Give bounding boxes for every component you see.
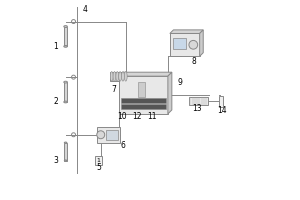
Polygon shape	[170, 30, 203, 33]
Text: 9: 9	[177, 78, 182, 87]
Ellipse shape	[110, 72, 113, 81]
Bar	[119, 76, 168, 114]
Bar	[95, 156, 102, 165]
Text: 8: 8	[191, 57, 196, 66]
Text: 12: 12	[132, 112, 142, 121]
Text: 2: 2	[53, 97, 58, 106]
Text: 1: 1	[97, 158, 101, 163]
Bar	[106, 130, 118, 140]
Text: 6: 6	[121, 141, 126, 150]
Bar	[121, 104, 166, 109]
Circle shape	[97, 131, 105, 139]
Ellipse shape	[113, 72, 116, 81]
Polygon shape	[168, 72, 172, 114]
Bar	[218, 96, 223, 107]
Circle shape	[71, 75, 76, 79]
Polygon shape	[200, 30, 203, 56]
Ellipse shape	[64, 160, 67, 161]
Text: 3: 3	[53, 156, 58, 165]
Ellipse shape	[64, 45, 68, 47]
Ellipse shape	[64, 101, 68, 103]
Text: 11: 11	[147, 112, 157, 121]
Ellipse shape	[64, 26, 68, 27]
Text: 4: 4	[83, 5, 88, 14]
Bar	[189, 97, 208, 105]
Text: 7: 7	[112, 85, 117, 94]
Ellipse shape	[64, 81, 68, 83]
Bar	[170, 33, 200, 56]
Polygon shape	[119, 72, 172, 76]
Ellipse shape	[124, 72, 127, 81]
Bar	[173, 38, 186, 49]
Ellipse shape	[64, 142, 67, 143]
Circle shape	[189, 40, 198, 49]
Text: 5: 5	[96, 163, 101, 172]
Ellipse shape	[122, 72, 124, 81]
Bar	[64, 27, 68, 46]
Bar	[110, 72, 127, 81]
Bar	[138, 82, 145, 97]
Circle shape	[71, 20, 76, 24]
Bar	[64, 82, 68, 102]
Text: 1: 1	[53, 42, 58, 51]
Text: 10: 10	[117, 112, 127, 121]
Text: 13: 13	[192, 104, 202, 113]
Bar	[98, 127, 120, 143]
Bar	[121, 98, 166, 103]
Circle shape	[71, 133, 76, 137]
Text: 14: 14	[218, 106, 227, 115]
Bar	[64, 143, 67, 161]
Ellipse shape	[116, 72, 119, 81]
Ellipse shape	[119, 72, 122, 81]
